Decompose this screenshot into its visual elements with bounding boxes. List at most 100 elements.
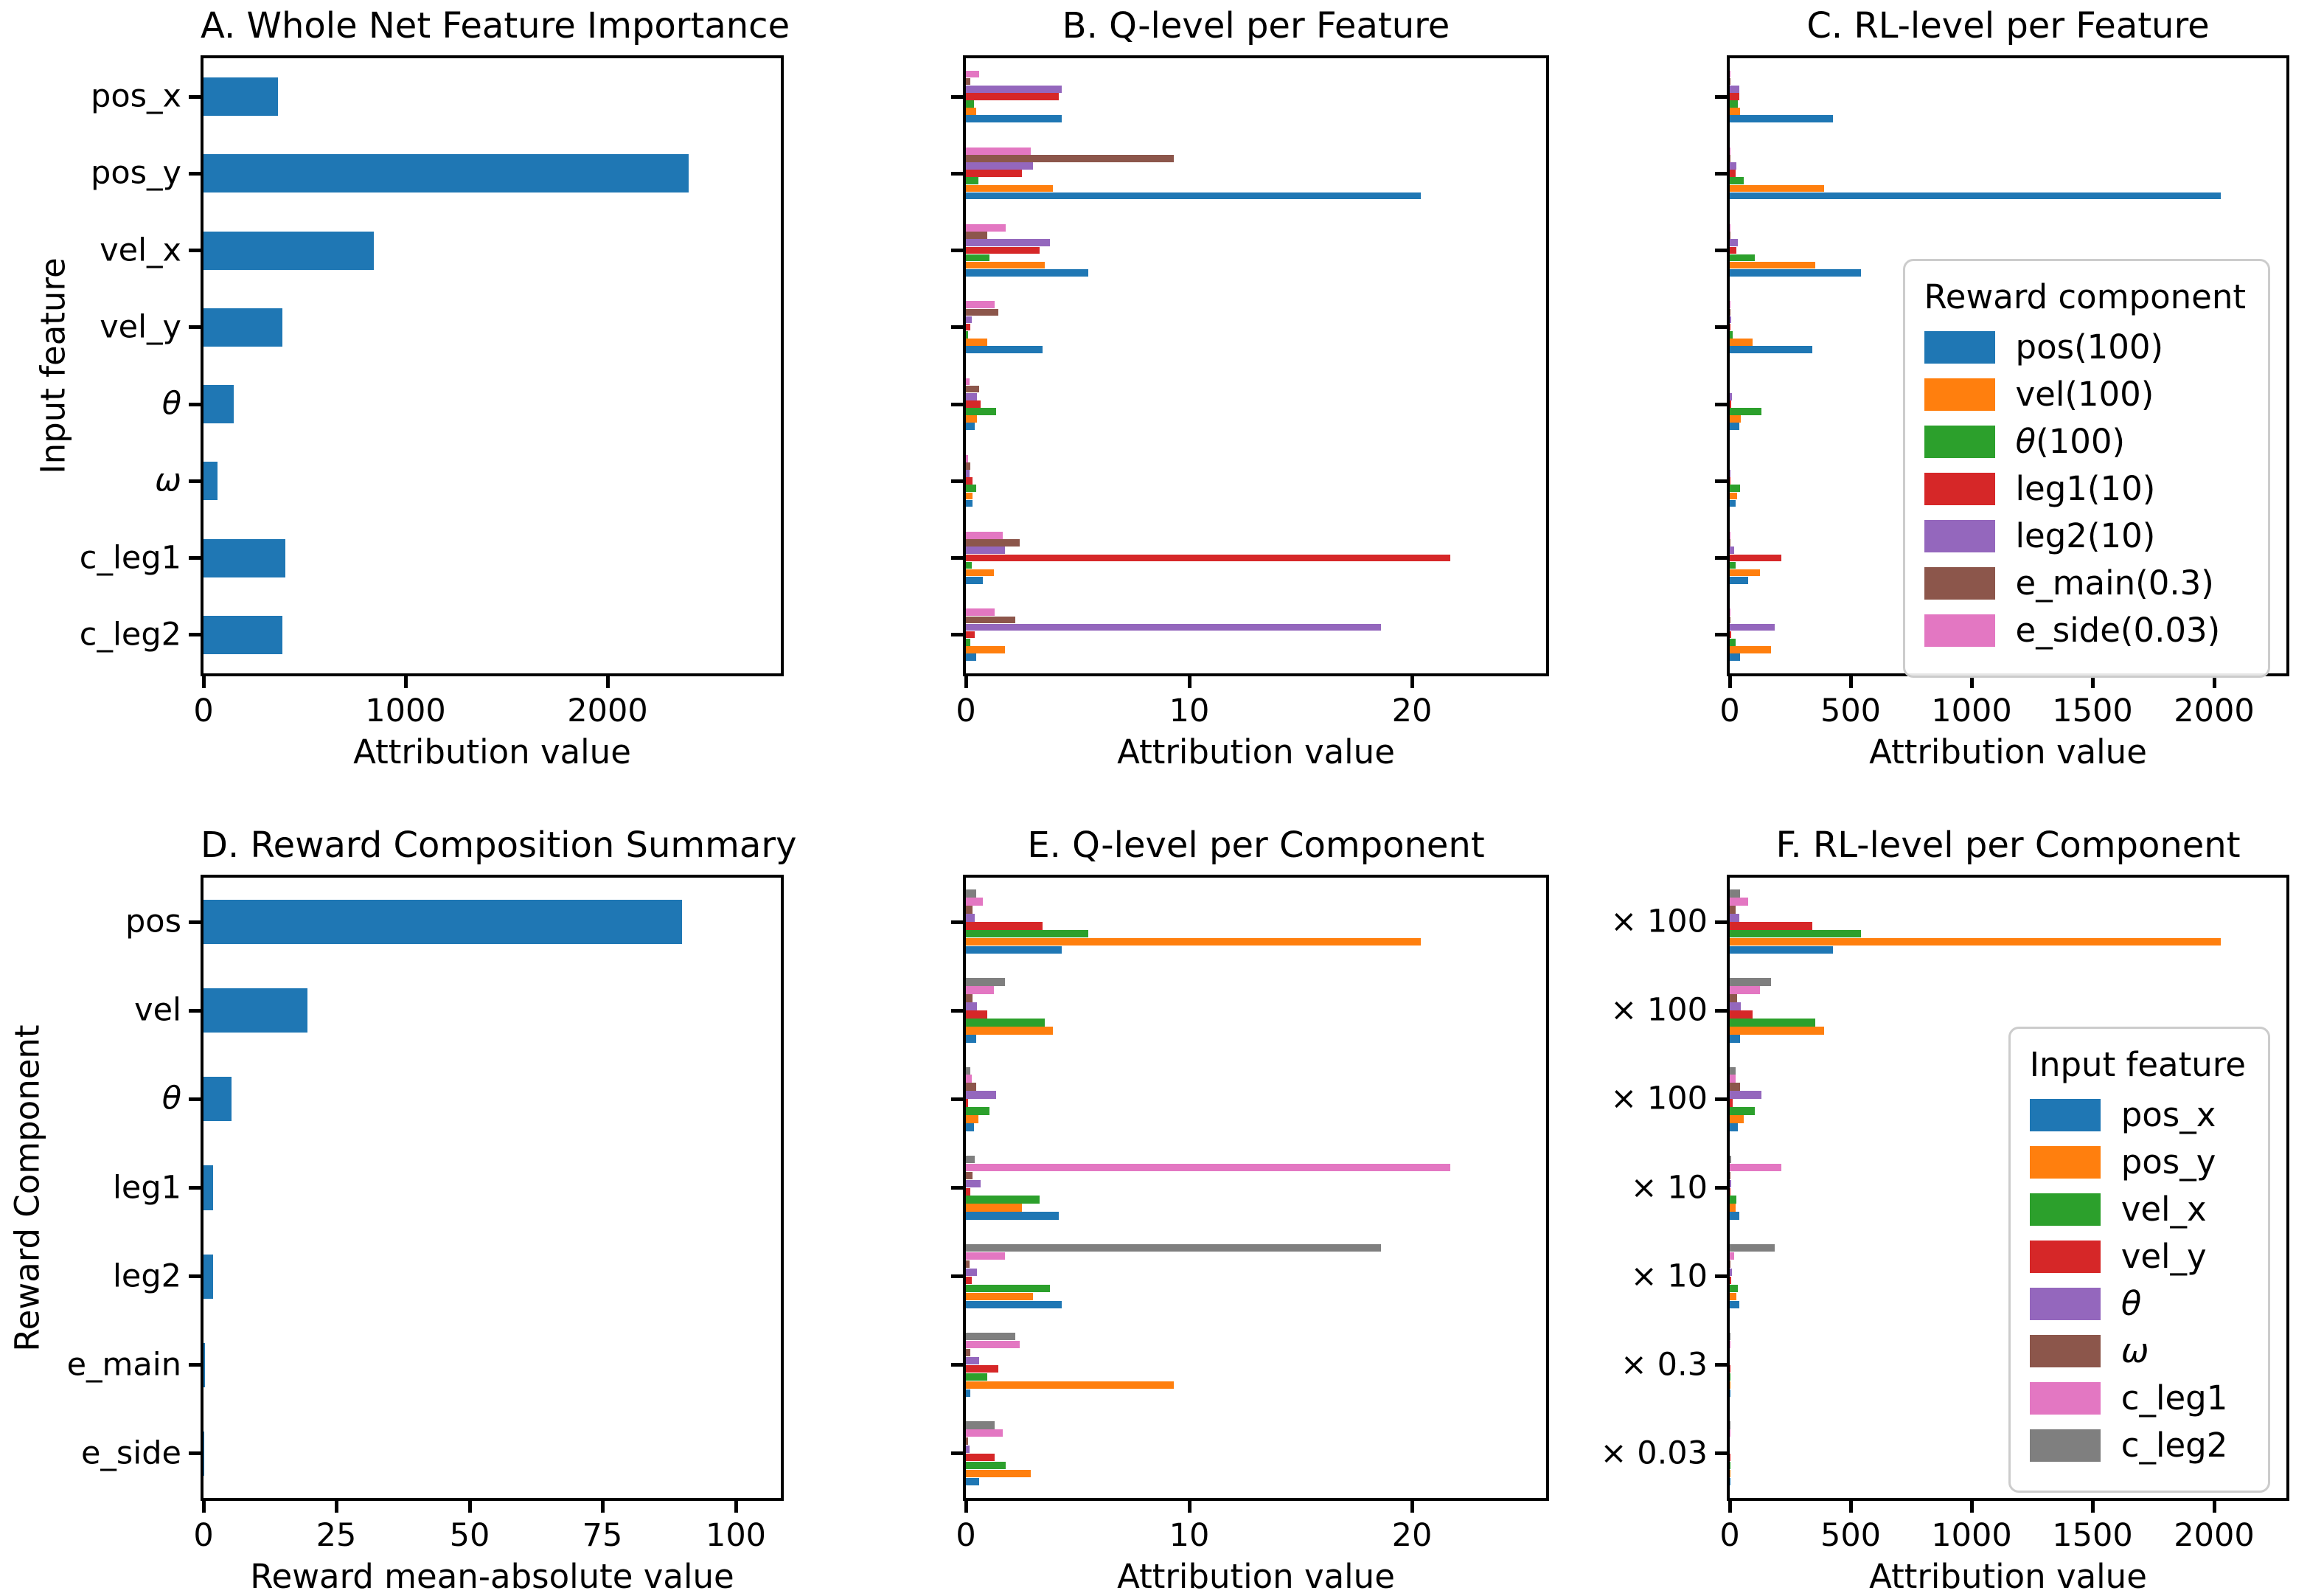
category-label-θ: × 100 <box>1610 1080 1708 1117</box>
bar-θ-pos_x <box>966 1123 974 1131</box>
y-tick-mark <box>1715 171 1730 176</box>
x-tick-label: 10 <box>1169 693 1210 729</box>
bar-c_leg2-e_side(0.03) <box>966 608 995 617</box>
x-tick-label: 10 <box>1169 1517 1210 1554</box>
x-tick-mark <box>2091 673 2095 688</box>
bar-pos_x-e_side(0.03) <box>966 70 979 78</box>
bar-pos-pos_x <box>1730 946 1833 954</box>
bar-ω-leg2(10) <box>966 470 970 477</box>
legend-label: pos_x <box>2121 1095 2216 1134</box>
bar-θ-θ <box>966 1091 996 1099</box>
x-tick-mark <box>1188 1498 1191 1513</box>
x-tick-mark <box>202 673 206 688</box>
bar-c_leg1-leg2(10) <box>1730 547 1734 555</box>
bar-e_main-c_leg2 <box>966 1332 1015 1341</box>
chart-title: E. Q-level per Component <box>1027 825 1485 866</box>
y-tick-mark <box>951 325 966 330</box>
category-label-pos: pos <box>125 903 181 940</box>
x-tick-label: 0 <box>193 1517 214 1554</box>
bar-pos-c_leg2 <box>1730 889 1740 898</box>
category-label-leg1: leg1 <box>112 1169 181 1206</box>
bar-leg1-c_leg1 <box>966 1163 1450 1172</box>
x-tick-label: 0 <box>1719 1517 1740 1554</box>
bar-ω-e_side(0.03) <box>966 454 968 462</box>
x-tick-mark <box>601 1498 605 1513</box>
legend-entry-pos(100): pos(100) <box>1924 330 2246 364</box>
legend-title: Reward component <box>1924 277 2246 316</box>
bar-vel_x-vel(100) <box>966 261 1045 269</box>
bar-θ-pos_y <box>1730 1115 1744 1123</box>
bar-θ-c_leg1 <box>966 1075 972 1083</box>
y-tick-mark <box>189 249 203 253</box>
bar-vel_x-θ(100) <box>1730 254 1755 262</box>
y-tick-mark <box>951 920 966 924</box>
x-tick-label: 2000 <box>2174 1517 2255 1554</box>
bar-c_leg1-vel(100) <box>1730 569 1760 577</box>
bar-pos_x-e_main(0.3) <box>966 77 970 86</box>
x-tick-mark <box>2213 673 2216 688</box>
bar-pos-vel_x <box>1730 930 1861 938</box>
bar-ω-vel(100) <box>1730 492 1737 500</box>
bar-e_main-pos_x <box>966 1389 970 1398</box>
bar-e_side-vel_y <box>966 1453 995 1462</box>
plot-area: 0 25 50 75 100 pos vel θ leg1 leg2 e_main e_side <box>67 875 784 1552</box>
bar-c_leg2-e_main(0.3) <box>966 616 1015 624</box>
bar-vel <box>203 988 307 1033</box>
y-tick-mark <box>1715 1097 1730 1101</box>
bar-vel_x-e_side(0.03) <box>966 224 1006 232</box>
category-label-c_leg1: c_leg1 <box>79 539 181 577</box>
bar-ω-pos(100) <box>1730 499 1736 507</box>
y-tick-mark <box>951 1008 966 1013</box>
legend-entry-pos_y: pos_y <box>2029 1145 2246 1179</box>
legend-label: e_main(0.3) <box>2015 563 2214 603</box>
bar-e_main-c_leg1 <box>966 1340 1020 1349</box>
legend-swatch-c_leg1 <box>2029 1381 2101 1415</box>
x-axis-label: Attribution value <box>1869 732 2147 771</box>
x-tick-mark <box>1410 1498 1414 1513</box>
bar-vel_y-leg1(10) <box>966 323 970 331</box>
bar-leg2-pos_y <box>1730 1292 1736 1301</box>
bar-leg1-pos_y <box>966 1204 1022 1212</box>
bar-c_leg2-leg2(10) <box>966 623 1381 631</box>
bar-vel-vel_x <box>966 1019 1045 1027</box>
legend-entry-c_leg1: c_leg1 <box>2029 1381 2246 1415</box>
legend-label: vel(100) <box>2015 375 2154 414</box>
bar-θ-ω <box>966 1083 976 1091</box>
x-tick-label: 1000 <box>1931 1517 2012 1554</box>
bar-leg1-c_leg2 <box>966 1155 975 1164</box>
category-label-θ: θ <box>161 1080 181 1117</box>
bar-θ-c_leg1 <box>1730 1075 1736 1083</box>
legend-swatch-pos_y <box>2029 1145 2101 1179</box>
y-tick-mark <box>951 1097 966 1101</box>
bar-pos_x-vel(100) <box>966 108 976 115</box>
plot-area: 0 10 20 <box>951 55 1549 727</box>
plot-area: 0 10 20 <box>951 875 1549 1552</box>
x-tick-label: 50 <box>449 1517 490 1554</box>
x-tick-label: 500 <box>1820 1517 1882 1554</box>
bar-c_leg1-leg1(10) <box>966 554 1450 562</box>
legend-entry-vel_y: vel_y <box>2029 1237 2246 1276</box>
bar-pos-c_leg1 <box>1730 898 1748 906</box>
legend-entry-c_leg2: c_leg2 <box>2029 1429 2246 1462</box>
bar-θ <box>203 385 234 424</box>
bar-leg2-c_leg2 <box>966 1243 1381 1252</box>
bar-e_side-vel_x <box>966 1461 1006 1470</box>
category-label-vel: × 100 <box>1610 991 1708 1029</box>
bar-leg2-c_leg2 <box>1730 1243 1775 1252</box>
y-tick-mark <box>1715 479 1730 483</box>
x-tick-mark <box>1728 1498 1732 1513</box>
bar-c_leg1-pos(100) <box>1730 576 1748 584</box>
category-label-vel_x: vel_x <box>100 232 181 269</box>
legend-label: vel_y <box>2121 1237 2207 1276</box>
bar-θ-leg2(10) <box>966 392 977 400</box>
legend-label: ω <box>2121 1331 2149 1370</box>
bar-pos_y-vel(100) <box>1730 184 1824 192</box>
x-tick-mark <box>468 1498 472 1513</box>
x-tick-mark <box>2091 1498 2095 1513</box>
legend-swatch-vel_x <box>2029 1193 2101 1226</box>
bar-e_main-vel_y <box>966 1364 998 1373</box>
bar-leg2-θ <box>1730 1268 1732 1277</box>
